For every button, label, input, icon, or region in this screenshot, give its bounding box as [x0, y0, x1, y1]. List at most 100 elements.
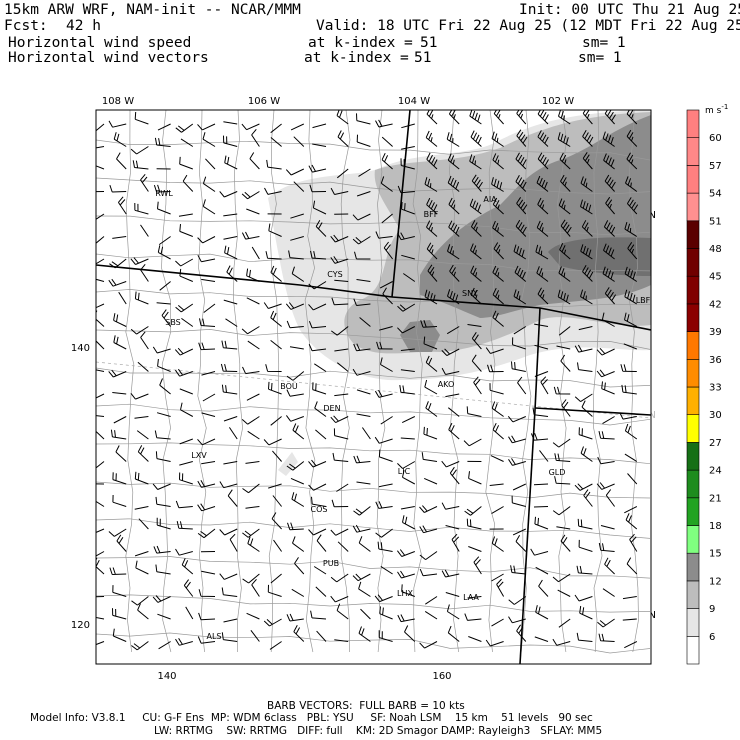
wind-barb [557, 289, 571, 305]
wind-barb [308, 528, 327, 536]
colorbar-swatch [686, 525, 700, 554]
wind-barb [580, 244, 593, 260]
wind-barb [220, 363, 238, 372]
county-line [96, 329, 651, 350]
wind-barb [470, 287, 482, 305]
wind-barb [154, 430, 171, 440]
wind-barb [419, 505, 438, 513]
field1-name: Horizontal wind speed [8, 35, 192, 51]
colorbar-tick-label: 57 [709, 161, 722, 172]
wind-barb [266, 159, 282, 170]
wind-barb [624, 221, 638, 237]
county-line [233, 110, 243, 653]
wind-barb [330, 528, 349, 536]
colorbar-tick-label: 54 [709, 189, 722, 200]
wind-barb [514, 265, 527, 282]
wind-barb [468, 546, 482, 552]
wind-barb [157, 123, 171, 131]
wind-barb [560, 354, 571, 372]
wind-barb [602, 588, 615, 597]
wind-barb [96, 461, 105, 469]
wind-barb [352, 368, 371, 376]
wind-barb [96, 258, 105, 265]
wind-barb [382, 287, 393, 305]
wind-barb [447, 407, 460, 417]
wind-barb [491, 177, 504, 192]
wind-barb [112, 472, 127, 485]
wind-barb [426, 197, 438, 215]
wind-barb [271, 512, 282, 530]
wind-barb [250, 629, 260, 642]
wind-barb [515, 174, 527, 192]
wind-barb [96, 146, 105, 149]
wind-barb [556, 526, 571, 530]
wind-barb [492, 197, 504, 215]
station-label: ALS [206, 632, 221, 641]
wind-barb [285, 302, 304, 310]
wind-barb [247, 536, 260, 552]
wind-barb [247, 340, 260, 350]
wind-barb [403, 273, 416, 282]
wind-barb [491, 401, 504, 417]
wind-barb [507, 415, 526, 423]
station-label: DEN [323, 404, 340, 413]
colorbar-swatch [686, 109, 700, 139]
wind-barb [627, 242, 638, 260]
wind-barb [420, 320, 438, 328]
wind-barb [246, 393, 260, 401]
wind-barb [604, 174, 616, 192]
wind-barb [96, 236, 105, 244]
wind-barb [263, 618, 282, 627]
wind-barb [515, 534, 527, 552]
wind-barb [223, 416, 238, 422]
wind-barb [157, 245, 171, 260]
wind-barb [293, 625, 305, 642]
wind-barb [96, 430, 105, 440]
wind-barb [629, 533, 638, 552]
colorbar-swatch [686, 137, 700, 166]
wind-barb [286, 613, 304, 622]
wind-barb [626, 557, 638, 575]
wind-barb [310, 250, 327, 260]
wind-barb [467, 596, 482, 599]
county-line [340, 110, 351, 653]
wind-barb [624, 266, 638, 282]
wind-barb [219, 481, 238, 489]
wind-barb [492, 153, 504, 170]
wind-barb [241, 191, 260, 200]
wind-barb [136, 430, 149, 440]
wind-barb [331, 297, 349, 306]
wind-barb [96, 500, 105, 507]
wind-barb [312, 382, 327, 395]
station-label: LXV [191, 451, 207, 460]
county-line [448, 110, 460, 653]
lon-label: 108 W [102, 96, 134, 107]
wind-barb [623, 343, 637, 350]
wind-barb [219, 573, 238, 580]
wind-barb [534, 516, 549, 530]
wind-barb [510, 565, 526, 575]
wind-barb [508, 435, 526, 444]
wind-barb [308, 303, 327, 311]
colorbar-tick-label: 51 [709, 216, 722, 227]
wind-barb [137, 603, 149, 620]
wind-barb [400, 158, 415, 170]
colorbar-tick-label: 60 [709, 133, 722, 144]
wind-barb [624, 453, 638, 462]
wind-barb [491, 536, 504, 552]
station-label: PUB [323, 559, 339, 568]
wind-barb [560, 534, 571, 552]
wind-barb [451, 533, 460, 552]
colorbar-tick-label: 27 [709, 438, 722, 449]
wind-barb [539, 450, 549, 462]
wind-barb [448, 422, 460, 440]
wind-barb [140, 224, 149, 237]
wind-barb [113, 335, 127, 350]
wind-barb [356, 191, 371, 197]
wind-barb [626, 129, 638, 147]
colorbar-swatch [686, 248, 700, 277]
wind-barb [468, 636, 482, 642]
wind-barb [330, 187, 349, 195]
wind-barb [132, 160, 149, 170]
